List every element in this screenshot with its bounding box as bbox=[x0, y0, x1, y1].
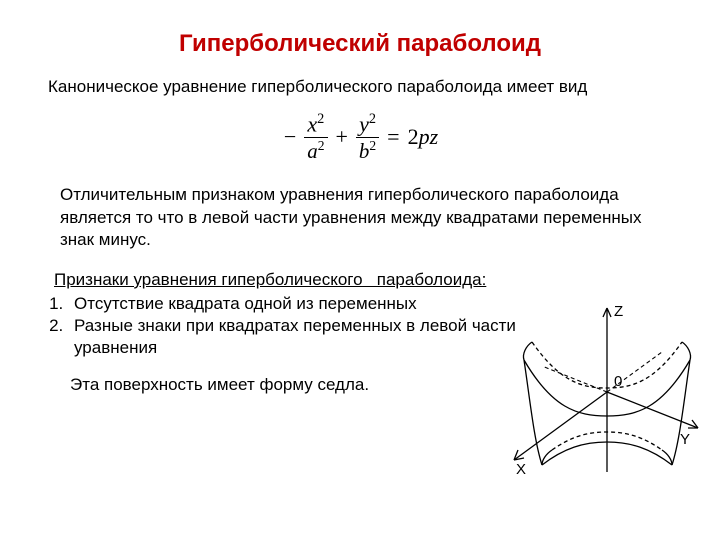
saddle-paths bbox=[514, 308, 698, 472]
rhs-coeff: 2 bbox=[408, 124, 419, 149]
distinctive-paragraph: Отличительным признаком уравнения гиперб… bbox=[60, 184, 660, 250]
side-left bbox=[524, 360, 542, 465]
slide-page: Гиперболический параболоид Каноническое … bbox=[0, 0, 720, 540]
lower-left bbox=[542, 450, 552, 465]
z-label: Z bbox=[614, 303, 623, 320]
x-label: X bbox=[516, 461, 526, 478]
left-rim bbox=[523, 342, 532, 360]
lower-right bbox=[662, 450, 672, 465]
exp-a: 2 bbox=[318, 138, 325, 153]
exp-b: 2 bbox=[369, 138, 376, 153]
exp-x: 2 bbox=[317, 111, 324, 127]
side-right bbox=[672, 360, 690, 465]
right-rim bbox=[682, 342, 691, 360]
fraction-x2-a2: x2 a2 bbox=[304, 112, 327, 162]
denominator-a: a bbox=[307, 138, 317, 162]
origin-label: 0 bbox=[614, 373, 622, 390]
feature-item-1: Отсутствие квадрата одной из переменных bbox=[68, 293, 530, 315]
page-title: Гиперболический параболоид bbox=[40, 30, 680, 58]
numerator-x: x bbox=[307, 111, 317, 136]
features-list: Отсутствие квадрата одной из переменных … bbox=[40, 293, 530, 359]
denominator-b: b bbox=[359, 138, 369, 162]
y-label: Y bbox=[680, 431, 690, 448]
canonical-equation: − x2 a2 + y2 b2 bbox=[282, 112, 438, 162]
numerator-y: y bbox=[359, 111, 369, 136]
y-axis-back bbox=[542, 366, 607, 392]
fraction-y2-b2: y2 b2 bbox=[356, 112, 379, 162]
x-axis-front bbox=[514, 392, 607, 460]
exp-y: 2 bbox=[369, 111, 376, 127]
saddle-diagram: Z Y X 0 bbox=[502, 300, 702, 480]
rhs-p: p bbox=[419, 124, 430, 149]
lead-paragraph: Каноническое уравнение гиперболического … bbox=[48, 76, 672, 98]
features-heading: Признаки уравнения гиперболического пара… bbox=[54, 269, 530, 291]
equation-block: − x2 a2 + y2 b2 bbox=[40, 112, 680, 162]
rhs-z: z bbox=[430, 124, 439, 149]
feature-item-2: Разные знаки при квадратах переменных в … bbox=[68, 315, 530, 359]
rhs: 2pz bbox=[408, 126, 439, 148]
plus-sign: + bbox=[334, 126, 350, 148]
saddle-svg: Z Y X 0 bbox=[502, 300, 702, 480]
features-block: Признаки уравнения гиперболического пара… bbox=[40, 269, 530, 359]
minus-sign: − bbox=[282, 126, 298, 148]
equals-sign: = bbox=[385, 126, 401, 148]
